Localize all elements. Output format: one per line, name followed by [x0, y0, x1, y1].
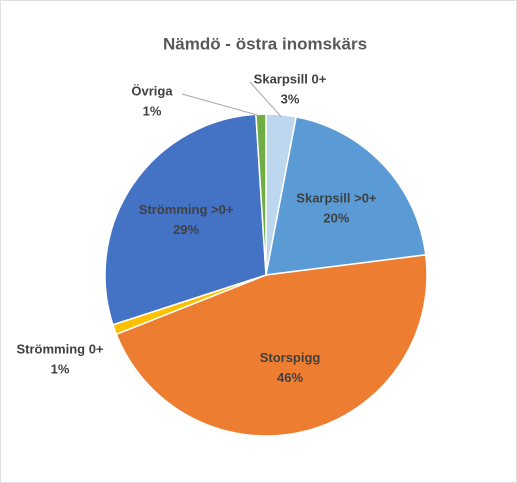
pie-slice — [115, 253, 428, 437]
pie-slice — [265, 115, 427, 276]
chart-title: Nämdö - östra inomskärs — [163, 34, 367, 53]
slice-value-label: 1% — [51, 361, 70, 376]
slice-label: Skarpsill 0+ — [254, 71, 327, 86]
slice-value-label: 29% — [173, 222, 199, 237]
leader-line — [181, 93, 262, 117]
slice-value-label: 46% — [277, 370, 303, 385]
leader-line — [249, 81, 282, 118]
slice-value-label: 3% — [281, 91, 300, 106]
slice-label: Skarpsill >0+ — [296, 190, 377, 205]
slice-label: Storspigg — [260, 350, 321, 365]
pie-slice — [104, 113, 267, 326]
slice-label: Strömming >0+ — [139, 202, 234, 217]
slice-label: Strömming 0+ — [16, 341, 103, 356]
slice-label: Övriga — [131, 83, 173, 98]
slice-value-label: 1% — [143, 103, 162, 118]
slice-value-label: 20% — [323, 210, 349, 225]
